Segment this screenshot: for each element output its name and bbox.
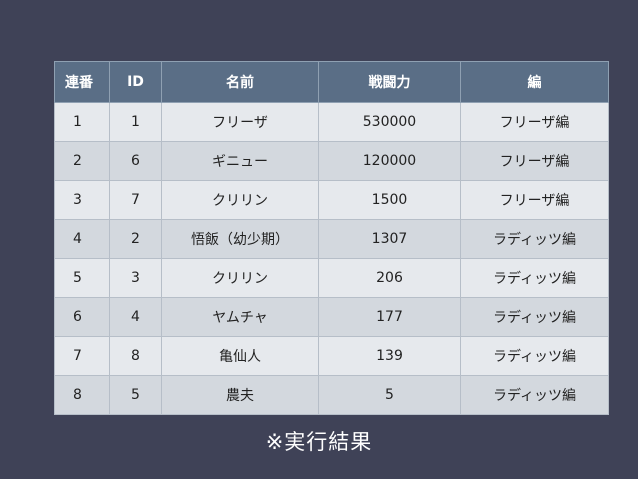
cell-power: 1500 — [318, 180, 461, 220]
cell-serial: 6 — [54, 297, 110, 337]
cell-power: 177 — [318, 297, 461, 337]
results-table: 連番 ID 名前 戦闘力 編 1 1 フリーザ 530000 フリーザ編 2 6… — [54, 61, 609, 415]
cell-power: 206 — [318, 258, 461, 298]
cell-serial: 3 — [54, 180, 110, 220]
cell-id: 4 — [109, 297, 162, 337]
table-body: 1 1 フリーザ 530000 フリーザ編 2 6 ギニュー 120000 フリ… — [54, 102, 609, 415]
header-id: ID — [109, 61, 162, 103]
cell-arc: ラディッツ編 — [460, 336, 609, 376]
table-row: 7 8 亀仙人 139 ラディッツ編 — [54, 336, 609, 376]
cell-id: 1 — [109, 102, 162, 142]
cell-arc: フリーザ編 — [460, 141, 609, 181]
cell-serial: 1 — [54, 102, 110, 142]
cell-id: 7 — [109, 180, 162, 220]
cell-serial: 2 — [54, 141, 110, 181]
table-row: 6 4 ヤムチャ 177 ラディッツ編 — [54, 297, 609, 337]
cell-serial: 8 — [54, 375, 110, 415]
cell-serial: 4 — [54, 219, 110, 259]
cell-id: 8 — [109, 336, 162, 376]
table-row: 2 6 ギニュー 120000 フリーザ編 — [54, 141, 609, 181]
header-power: 戦闘力 — [318, 61, 461, 103]
cell-id: 6 — [109, 141, 162, 181]
execution-result-caption: ※実行結果 — [265, 430, 373, 454]
cell-power: 120000 — [318, 141, 461, 181]
cell-arc: ラディッツ編 — [460, 297, 609, 337]
header-arc: 編 — [460, 61, 609, 103]
cell-arc: ラディッツ編 — [460, 258, 609, 298]
header-serial: 連番 — [54, 61, 110, 103]
cell-arc: ラディッツ編 — [460, 219, 609, 259]
cell-name: クリリン — [161, 180, 319, 220]
cell-arc: フリーザ編 — [460, 102, 609, 142]
cell-name: 悟飯（幼少期） — [161, 219, 319, 259]
cell-power: 139 — [318, 336, 461, 376]
cell-name: フリーザ — [161, 102, 319, 142]
cell-id: 3 — [109, 258, 162, 298]
table-row: 8 5 農夫 5 ラディッツ編 — [54, 375, 609, 415]
cell-power: 1307 — [318, 219, 461, 259]
cell-id: 2 — [109, 219, 162, 259]
cell-name: ヤムチャ — [161, 297, 319, 337]
cell-serial: 7 — [54, 336, 110, 376]
cell-power: 530000 — [318, 102, 461, 142]
header-name: 名前 — [161, 61, 319, 103]
cell-name: 亀仙人 — [161, 336, 319, 376]
cell-id: 5 — [109, 375, 162, 415]
cell-arc: フリーザ編 — [460, 180, 609, 220]
table-row: 4 2 悟飯（幼少期） 1307 ラディッツ編 — [54, 219, 609, 259]
cell-name: ギニュー — [161, 141, 319, 181]
header-row: 連番 ID 名前 戦闘力 編 — [54, 61, 609, 103]
cell-name: 農夫 — [161, 375, 319, 415]
cell-serial: 5 — [54, 258, 110, 298]
cell-arc: ラディッツ編 — [460, 375, 609, 415]
cell-power: 5 — [318, 375, 461, 415]
table-row: 1 1 フリーザ 530000 フリーザ編 — [54, 102, 609, 142]
table-header: 連番 ID 名前 戦闘力 編 — [54, 61, 609, 103]
table-row: 5 3 クリリン 206 ラディッツ編 — [54, 258, 609, 298]
cell-name: クリリン — [161, 258, 319, 298]
table-row: 3 7 クリリン 1500 フリーザ編 — [54, 180, 609, 220]
